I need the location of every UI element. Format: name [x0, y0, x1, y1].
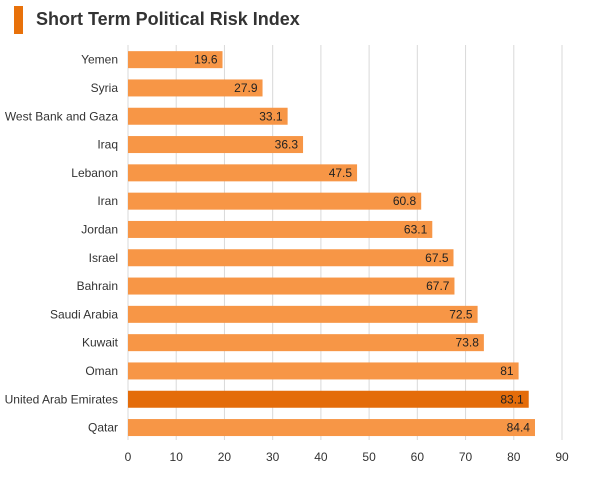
x-axis-ticks: 0 10 20 30 40 50 60 70 80 90 [125, 450, 569, 464]
category-label-lebanon: Lebanon [71, 166, 118, 180]
bars: 19.6 27.933.1 36.3 47.5 60.8 63.1 67.5 67.7 72.5… [128, 51, 535, 437]
category-label-syria: Syria [91, 81, 119, 95]
data-label-iran: 60.8 [393, 194, 417, 208]
title-accent-bar [14, 6, 23, 34]
bar-kuwait [128, 334, 484, 352]
category-label-iraq: Iraq [97, 138, 118, 152]
data-label-jordan: 63.1 [404, 222, 428, 236]
category-label-iran: Iran [97, 194, 118, 208]
x-tick-label-80: 80 [507, 450, 521, 464]
category-label-yemen: Yemen [81, 53, 118, 67]
bar-iraq [128, 136, 304, 154]
data-label-bahrain: 67.7 [426, 279, 450, 293]
bar-syria [128, 79, 263, 97]
data-label-iraq: 36.3 [275, 138, 299, 152]
category-label-united-arab-emirates: United Arab Emirates [5, 392, 118, 406]
category-label-israel: Israel [89, 251, 118, 265]
gridlines [127, 45, 563, 440]
data-label-west-bank-and-gaza: 33.1 [259, 109, 283, 123]
chart-title: Short Term Political Risk Index [36, 9, 300, 29]
bar-saudi-arabia [128, 305, 478, 323]
bar-united-arab-emirates [128, 390, 529, 408]
x-tick-label-60: 60 [411, 450, 425, 464]
bar-west-bank-and-gaza [128, 107, 288, 125]
category-label-qatar: Qatar [88, 421, 118, 435]
x-tick-label-0: 0 [125, 450, 132, 464]
category-label-oman: Oman [85, 364, 118, 378]
category-label-bahrain: Bahrain [77, 279, 118, 293]
x-tick-label-70: 70 [459, 450, 473, 464]
x-tick-label-50: 50 [362, 450, 376, 464]
bar-jordan [128, 220, 433, 238]
x-tick-label-30: 30 [266, 450, 280, 464]
category-label-saudi-arabia: Saudi Arabia [50, 307, 118, 321]
category-label-west-bank-and-gaza: West Bank and Gaza [5, 109, 119, 123]
data-label-saudi-arabia: 72.5 [449, 307, 473, 321]
x-tick-label-10: 10 [170, 450, 184, 464]
x-tick-label-90: 90 [555, 450, 569, 464]
bar-qatar [128, 419, 535, 437]
data-label-lebanon: 47.5 [329, 166, 353, 180]
bar-lebanon [128, 164, 358, 182]
data-label-qatar: 84.4 [507, 421, 531, 435]
data-label-yemen: 19.6 [194, 53, 218, 67]
x-tick-label-20: 20 [218, 450, 232, 464]
bar-oman [128, 362, 519, 380]
bar-iran [128, 192, 422, 210]
category-labels: Yemen Syria West Bank and Gaza Iraq Lebanon I… [5, 53, 119, 435]
bar-israel [128, 249, 454, 267]
bar-bahrain [128, 277, 455, 295]
data-label-united-arab-emirates: 83.1 [500, 392, 524, 406]
category-label-kuwait: Kuwait [82, 336, 119, 350]
x-tick-label-40: 40 [314, 450, 328, 464]
data-label-syria: 27.9 [234, 81, 258, 95]
category-label-jordan: Jordan [81, 222, 118, 236]
bar-yemen [128, 51, 223, 69]
data-label-oman: 81 [500, 364, 514, 378]
data-label-kuwait: 73.8 [456, 336, 480, 350]
data-label-israel: 67.5 [425, 251, 449, 265]
